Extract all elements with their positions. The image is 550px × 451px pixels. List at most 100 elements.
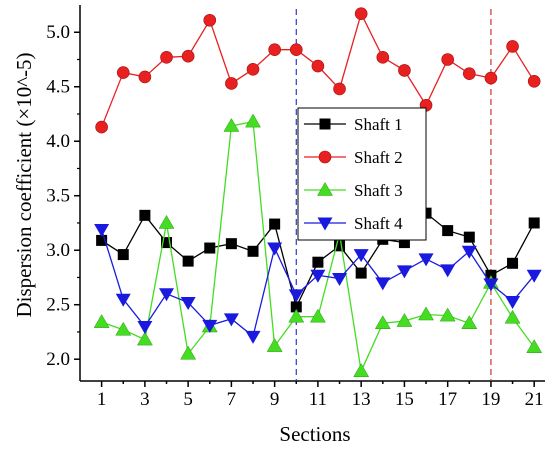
data-point (334, 240, 346, 252)
data-point (266, 338, 283, 352)
data-point (526, 339, 543, 353)
x-tick-label: 1 (97, 389, 107, 410)
data-point (269, 218, 281, 230)
legend-item: Shaft 2 (304, 148, 403, 167)
x-tick-label: 15 (395, 389, 414, 410)
data-point (268, 43, 281, 56)
series-shaft-2 (95, 7, 541, 134)
data-point (137, 321, 153, 335)
legend-label: Shaft 1 (354, 115, 403, 134)
data-point (333, 82, 346, 96)
data-point (463, 67, 476, 80)
y-axis-title: Dispersion coefficient (×10^-5) (12, 52, 36, 317)
x-tick-label: 3 (140, 389, 150, 410)
x-tick-label: 19 (481, 389, 500, 410)
data-point (223, 313, 239, 327)
data-point (136, 331, 153, 346)
legend-item: Shaft 1 (304, 115, 403, 134)
data-point (398, 64, 411, 77)
x-tick-label: 11 (309, 389, 327, 410)
data-point (463, 231, 475, 243)
data-point (317, 181, 333, 196)
data-point (160, 51, 173, 64)
data-point (353, 249, 369, 263)
data-point (374, 315, 391, 329)
y-tick-label: 4.5 (46, 77, 70, 98)
data-point (96, 234, 108, 246)
data-point (95, 120, 108, 134)
data-point (332, 273, 348, 287)
y-tick-label: 5.0 (46, 22, 70, 43)
data-point (203, 13, 217, 27)
data-point (289, 43, 303, 56)
data-point (505, 295, 521, 309)
data-point (504, 309, 521, 324)
data-point (398, 237, 410, 249)
data-point (526, 269, 542, 283)
data-point (528, 217, 540, 229)
legend-label: Shaft 4 (354, 214, 403, 233)
data-point (376, 51, 390, 64)
data-point (290, 301, 302, 313)
data-point (225, 238, 237, 250)
data-point (527, 74, 541, 88)
y-tick-label: 2.0 (46, 349, 70, 370)
data-point (318, 150, 332, 164)
data-point (288, 289, 304, 303)
x-tick-label: 5 (183, 389, 193, 410)
data-point (507, 257, 519, 269)
x-tick-label: 17 (438, 389, 457, 410)
x-axis-title: Sections (279, 422, 350, 446)
data-point (506, 40, 519, 53)
legend: Shaft 1 Shaft 2 Shaft 3 Shaft 4 (297, 107, 427, 241)
data-point (223, 117, 240, 132)
data-point (181, 49, 195, 63)
data-point (225, 77, 238, 90)
data-point (180, 345, 197, 360)
data-point (354, 7, 368, 21)
data-point (440, 264, 456, 278)
data-point (396, 265, 412, 279)
x-tick-label: 13 (352, 389, 371, 410)
data-point (115, 321, 132, 336)
data-point (312, 256, 324, 268)
data-point (139, 209, 151, 221)
data-point (117, 249, 129, 261)
data-point (353, 363, 370, 377)
data-point (461, 315, 478, 329)
legend-label: Shaft 3 (354, 181, 403, 200)
data-point (159, 288, 175, 302)
data-point (375, 277, 391, 291)
data-point (202, 319, 218, 333)
data-point (309, 308, 326, 323)
y-tick-label: 3.5 (46, 186, 70, 207)
data-point (158, 214, 175, 229)
data-point (461, 245, 477, 259)
data-point (441, 53, 454, 66)
data-point (317, 217, 333, 231)
data-point (483, 278, 499, 292)
data-point (94, 224, 110, 238)
data-point (319, 118, 331, 130)
data-point (288, 308, 305, 323)
data-point (116, 66, 130, 79)
data-point (182, 255, 194, 267)
legend-item: Shaft 4 (304, 214, 403, 233)
x-tick-label: 21 (525, 389, 544, 410)
data-point (310, 269, 326, 283)
x-tick-label: 7 (227, 389, 237, 410)
axes: 2.02.53.03.54.04.55.01 3 5 7 9 11 13 15 17 19 21 (46, 5, 545, 410)
data-point (484, 71, 498, 85)
y-tick-label: 2.5 (46, 295, 70, 316)
legend-label: Shaft 2 (354, 148, 403, 167)
data-point (418, 253, 434, 267)
data-point (355, 267, 367, 279)
data-point (247, 245, 259, 257)
y-tick-label: 4.0 (46, 131, 70, 152)
data-point (396, 313, 413, 327)
data-point (439, 307, 456, 322)
data-point (138, 70, 152, 84)
data-point (442, 225, 454, 237)
x-tick-label: 9 (270, 389, 280, 410)
